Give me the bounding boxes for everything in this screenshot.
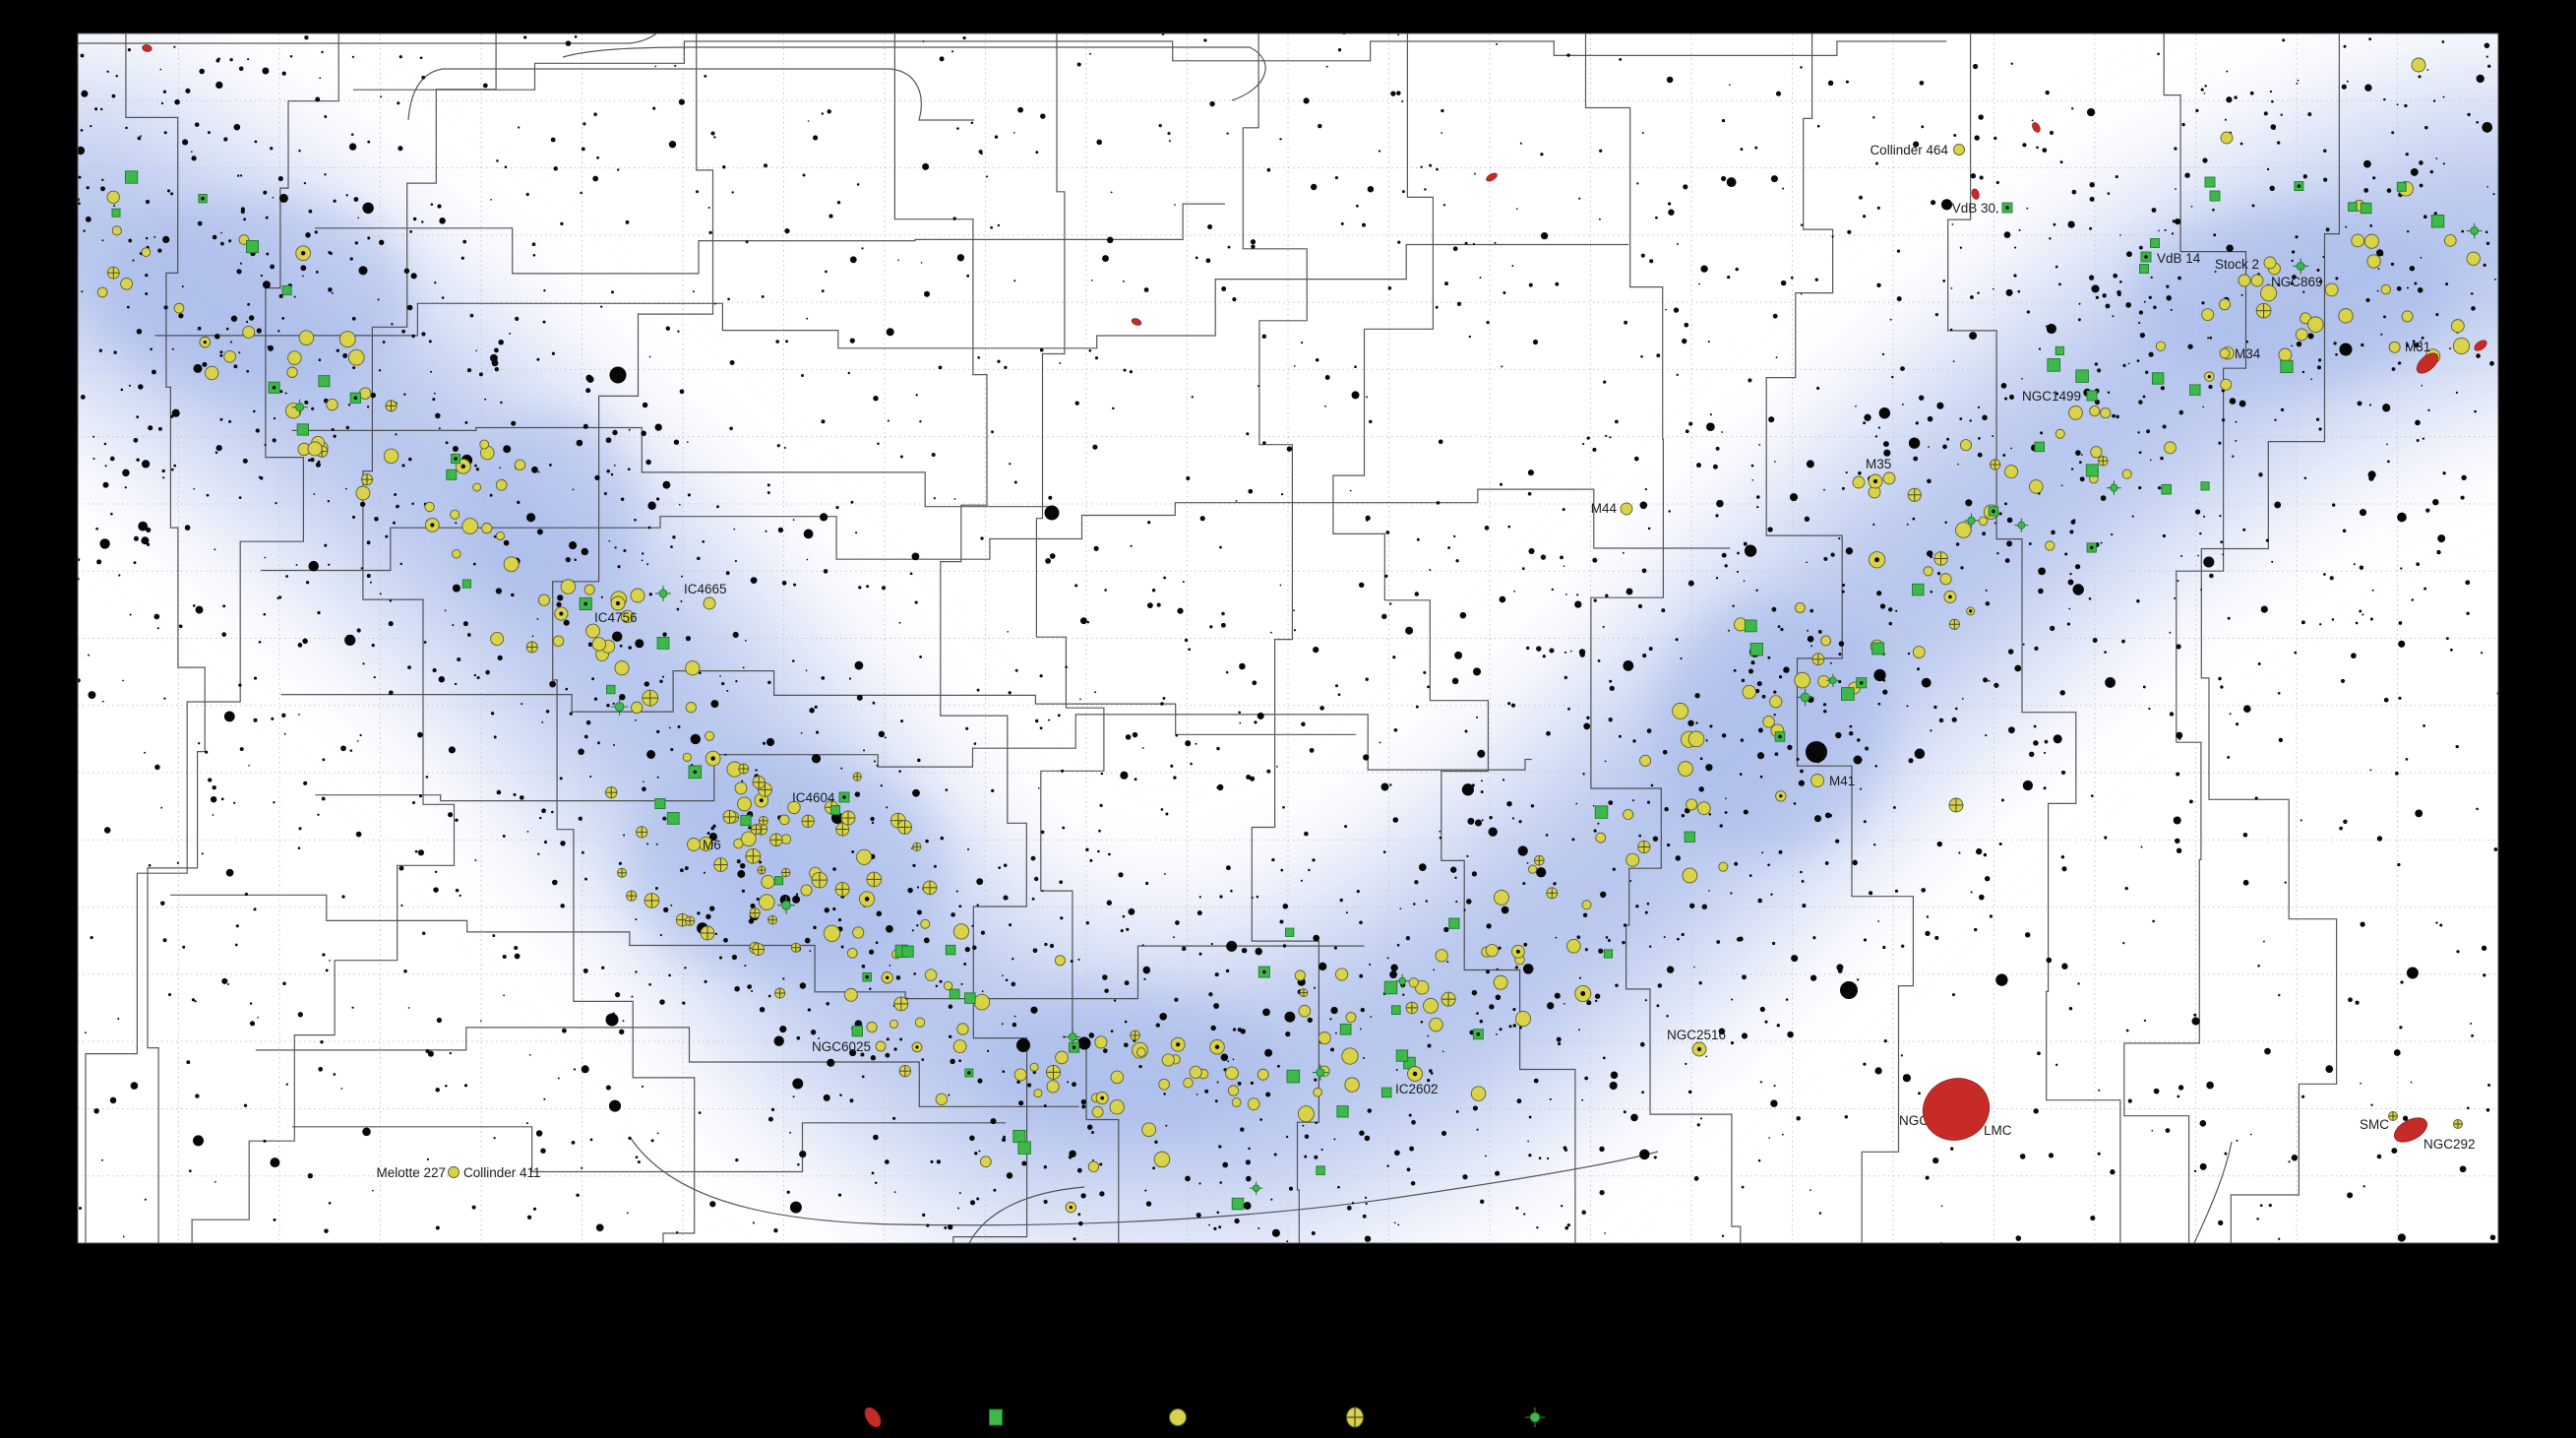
object-ic4756: IC4756: [594, 610, 638, 625]
bright-star: [1853, 755, 1863, 765]
object-label-ic4604: IC4604: [792, 790, 835, 805]
object-label-collinder411: Collinder 411: [463, 1165, 541, 1180]
object-label-m34: M34: [2235, 346, 2261, 361]
object-collinder464: Collinder 464: [1870, 143, 1965, 157]
object-stock2: Stock 2: [2215, 256, 2277, 272]
constellation-boundaries: [78, 33, 2340, 1243]
map-area: Collinder 464 VdB 30 VdB 14 Stock 2 NGC869 M3…: [78, 33, 2498, 1243]
bright-star: [1077, 1036, 1091, 1050]
object-ic4604: IC4604: [792, 790, 850, 805]
object-smc: SMC: [2360, 1117, 2427, 1143]
bright-star: [2339, 343, 2353, 356]
object-label-lmc: LMC: [1984, 1123, 2012, 1138]
object-ngc869: NGC869: [2238, 274, 2323, 289]
bright-star: [1016, 1038, 1030, 1052]
object-label-m6: M6: [703, 838, 721, 852]
bright-star: [605, 1013, 619, 1027]
object-m6: M6: [687, 838, 721, 852]
object-lmc: LMC: [1922, 1078, 2012, 1141]
object-label-stock2: Stock 2: [2215, 257, 2259, 272]
object-label-ngc6025: NGC6025: [812, 1039, 871, 1054]
map-frame: [77, 32, 2499, 1244]
object-vdb14: VdB 14: [2140, 251, 2201, 266]
object-label-vdb14: VdB 14: [2157, 251, 2201, 266]
object-vdb30: VdB 30: [1952, 201, 2013, 216]
object-label-smc: SMC: [2360, 1117, 2389, 1132]
object-collinder411: Collinder 411: [463, 1165, 541, 1180]
object-label-m44: M44: [1591, 501, 1618, 516]
labeled-objects: Collinder 464 VdB 30 VdB 14 Stock 2 NGC869 M3…: [376, 143, 2475, 1180]
object-ngc6025: NGC6025: [812, 1039, 887, 1054]
object-label-collinder464: Collinder 464: [1870, 143, 1948, 157]
bright-star: [1840, 981, 1858, 999]
object-label-ngc292: NGC292: [2423, 1137, 2476, 1152]
object-label-ic4756: IC4756: [594, 610, 638, 625]
object-label-ngc2516: NGC2516: [1667, 1028, 1726, 1042]
bright-star: [609, 366, 627, 384]
object-label-ngc869: NGC869: [2271, 275, 2323, 289]
bright-star: [1044, 505, 1060, 521]
legend-globular-cluster-symbol: [1346, 1407, 1364, 1428]
object-label-ic2602: IC2602: [1395, 1082, 1439, 1096]
object-m31: M31: [2405, 340, 2439, 374]
object-m35: M35: [1866, 457, 1891, 489]
object-ic2602: IC2602: [1395, 1066, 1439, 1096]
coordinate-grid: [78, 33, 2498, 1243]
object-m44: M44: [1591, 501, 1633, 516]
legend-planetary-nebula-symbol: [1525, 1407, 1545, 1427]
object-label-melotte227: Melotte 227: [376, 1165, 446, 1180]
object-ngc1499: NGC1499: [2022, 389, 2098, 404]
deep-sky-objects: [96, 44, 2487, 1214]
object-label-vdb30: VdB 30: [1952, 201, 1995, 216]
object-label-m31: M31: [2405, 340, 2430, 354]
legend-open-cluster-symbol: [1169, 1408, 1187, 1426]
object-ngc292: NGC292: [2423, 1119, 2476, 1152]
object-label-m35: M35: [1866, 457, 1891, 471]
legend: [864, 1407, 1545, 1428]
bright-star: [831, 812, 843, 824]
legend-bright-nebula-symbol: [989, 1408, 1003, 1426]
object-ngc2516: NGC2516: [1667, 1028, 1726, 1057]
object-ic4665: IC4665: [684, 582, 727, 610]
legend-galaxy-symbol: [864, 1407, 882, 1428]
bright-star: [1806, 741, 1827, 763]
object-label-ic4665: IC4665: [684, 582, 727, 596]
object-label-ngc1499: NGC1499: [2022, 389, 2081, 404]
object-melotte227: Melotte 227: [376, 1165, 460, 1180]
object-m34: M34: [2219, 346, 2261, 361]
object-label-m41: M41: [1829, 774, 1855, 788]
star-field: [78, 33, 2498, 1243]
object-m41: M41: [1810, 774, 1855, 788]
